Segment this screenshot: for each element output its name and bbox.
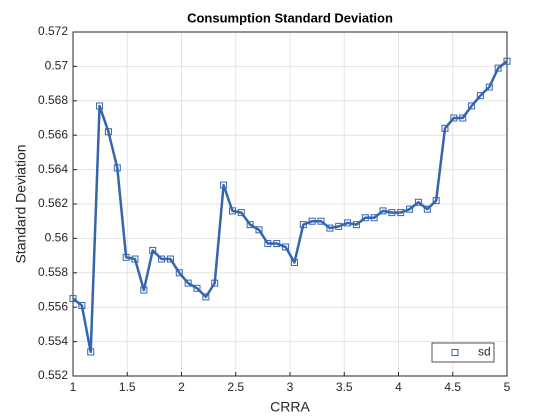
y-tick-label: 0.57: [45, 59, 69, 73]
x-tick-label: 4.5: [444, 380, 461, 394]
data-marker: [78, 301, 86, 309]
data-marker: [450, 114, 458, 122]
data-marker: [290, 258, 298, 266]
x-tick-label: 5: [504, 380, 511, 394]
data-marker: [361, 214, 369, 222]
legend-box: [431, 342, 495, 363]
data-marker: [158, 255, 166, 263]
x-tick-label: 4: [395, 380, 402, 394]
data-marker: [69, 295, 77, 303]
data-marker: [193, 284, 201, 292]
data-marker: [352, 221, 360, 229]
data-marker: [228, 207, 236, 215]
y-tick-label: 0.558: [38, 265, 68, 279]
data-marker: [149, 246, 157, 254]
data-marker: [237, 209, 245, 217]
chart-title: Consumption Standard Deviation: [187, 10, 393, 25]
data-marker: [379, 207, 387, 215]
data-marker: [503, 57, 511, 65]
data-marker: [211, 279, 219, 287]
x-tick-label: 2.5: [227, 380, 244, 394]
data-marker: [388, 209, 396, 217]
data-marker: [140, 286, 148, 294]
data-marker: [476, 92, 484, 100]
y-tick-label: 0.552: [38, 368, 68, 382]
data-marker: [131, 255, 139, 263]
x-tick-label: 3: [287, 380, 294, 394]
data-marker: [113, 164, 121, 172]
data-marker: [335, 222, 343, 230]
data-marker: [414, 198, 422, 206]
legend-label: sd: [478, 345, 491, 359]
data-marker: [406, 205, 414, 213]
axes-box: [72, 31, 508, 377]
x-tick-label: 2: [178, 380, 185, 394]
data-marker: [299, 221, 307, 229]
y-tick-label: 0.572: [38, 24, 68, 38]
data-marker: [122, 253, 130, 261]
y-tick-label: 0.562: [38, 196, 68, 210]
data-marker: [326, 224, 334, 232]
data-marker: [485, 83, 493, 91]
x-tick-label: 1: [70, 380, 77, 394]
data-marker: [317, 217, 325, 225]
data-marker: [175, 269, 183, 277]
data-marker: [282, 243, 290, 251]
y-tick-label: 0.554: [38, 334, 68, 348]
y-tick-label: 0.556: [38, 299, 68, 313]
data-line: [72, 60, 508, 354]
y-tick-label: 0.56: [45, 231, 69, 245]
data-marker: [166, 255, 174, 263]
data-marker: [255, 226, 263, 234]
data-marker: [344, 219, 352, 227]
data-marker: [246, 221, 254, 229]
data-marker: [87, 348, 95, 356]
data-marker: [202, 293, 210, 301]
legend-marker: [451, 349, 459, 356]
data-marker: [494, 64, 502, 72]
data-marker: [273, 240, 281, 248]
y-axis-label: Standard Deviation: [13, 144, 29, 263]
data-marker: [220, 181, 228, 189]
data-marker: [397, 209, 405, 217]
data-marker: [308, 217, 316, 225]
data-marker: [104, 128, 112, 136]
data-marker: [441, 124, 449, 132]
data-marker: [184, 279, 192, 287]
x-tick-label: 1.5: [119, 380, 136, 394]
data-marker: [423, 205, 431, 213]
x-tick-label: 3.5: [336, 380, 353, 394]
data-marker: [468, 102, 476, 110]
data-marker: [370, 214, 378, 222]
x-axis-label: CRRA: [270, 399, 310, 415]
y-tick-label: 0.564: [38, 162, 68, 176]
data-marker: [96, 102, 104, 110]
y-tick-label: 0.566: [38, 127, 68, 141]
data-marker: [459, 114, 467, 122]
data-marker: [432, 197, 440, 205]
y-tick-label: 0.568: [38, 93, 68, 107]
data-marker: [264, 240, 272, 248]
